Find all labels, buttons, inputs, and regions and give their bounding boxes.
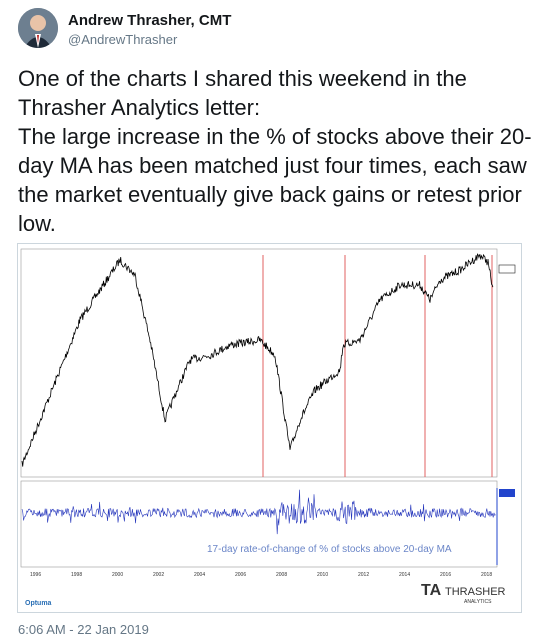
logo-sub: ANALYTICS [464, 599, 492, 605]
x-tick-label: 1998 [71, 572, 82, 578]
x-tick-label: 2010 [317, 572, 328, 578]
tweet-text: One of the charts I shared this weekend … [18, 64, 533, 238]
paragraph: The large increase in the % of stocks ab… [18, 124, 532, 236]
oscillator-line [21, 489, 496, 535]
vendor-logo: Optuma [25, 600, 52, 607]
annotation: 17-day rate-of-change of % of stocks abo… [207, 544, 452, 555]
image-frame [17, 243, 522, 613]
logo-mark: TA [421, 582, 442, 599]
x-tick-label: 2008 [276, 572, 287, 578]
last-price-box [498, 264, 516, 274]
x-tick-label: 1996 [30, 572, 41, 578]
avatar-art [18, 8, 58, 48]
x-tick-label: 2006 [235, 572, 246, 578]
paragraph: One of the charts I shared this weekend … [18, 66, 467, 120]
x-tick-label: 2016 [440, 572, 451, 578]
x-axis: 1996 1998 2000 2002 2004 2006 2008 2010 2012 2014… [30, 572, 492, 578]
x-tick-label: 2012 [358, 572, 369, 578]
price-line [21, 253, 494, 467]
timestamp[interactable]: 6:06 AM - 22 Jan 2019 [18, 622, 149, 637]
price-panel [20, 248, 498, 478]
x-tick-label: 2000 [112, 572, 123, 578]
last-value-box [499, 489, 515, 497]
avatar[interactable] [18, 8, 58, 48]
display-name[interactable]: Andrew Thrasher, CMT [68, 12, 232, 29]
handle[interactable]: @AndrewThrasher [68, 32, 178, 47]
x-tick-label: 2004 [194, 572, 205, 578]
chart-image[interactable]: 17-day rate-of-change of % of stocks abo… [17, 243, 522, 613]
x-tick-label: 2018 [481, 572, 492, 578]
x-tick-label: 2014 [399, 572, 410, 578]
x-tick-label: 2002 [153, 572, 164, 578]
logo-brand: THRASHER [445, 586, 506, 598]
